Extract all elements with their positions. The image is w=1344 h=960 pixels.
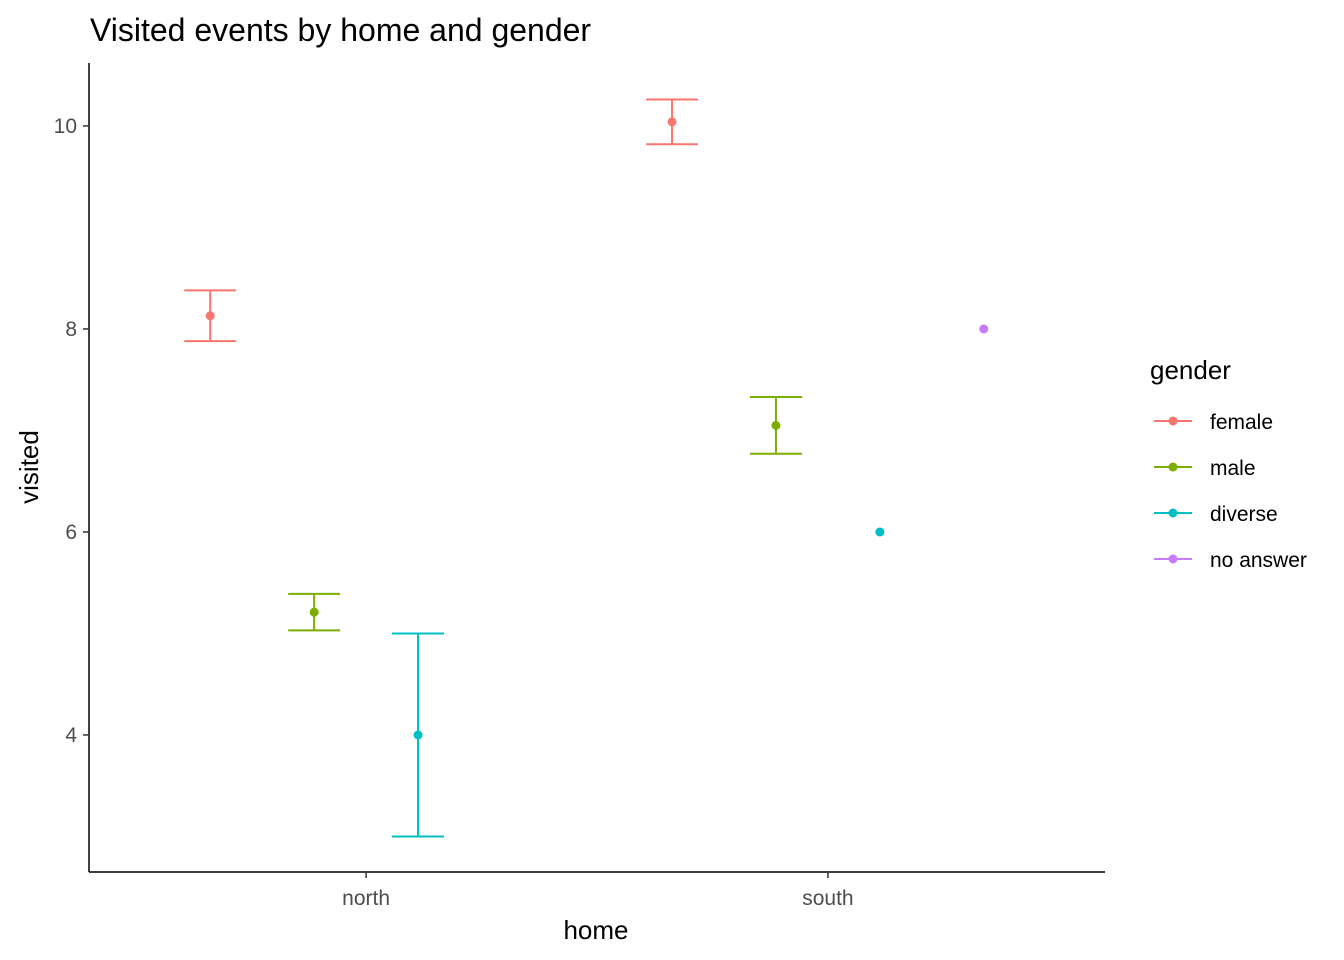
- data-point: [205, 311, 215, 321]
- y-tick-label: 10: [54, 115, 77, 138]
- x-axis-title: home: [563, 915, 628, 945]
- x-tick-label: north: [342, 887, 390, 910]
- legend: female male diverse no answer: [1154, 411, 1307, 572]
- y-axis-title: visited: [14, 430, 44, 504]
- plot-area: [184, 98, 989, 838]
- legend-label: diverse: [1210, 503, 1278, 526]
- data-point: [771, 420, 781, 430]
- y-tick-label: 4: [65, 724, 77, 747]
- data-point: [875, 527, 885, 537]
- legend-key-point: [1168, 508, 1178, 518]
- legend-key-point: [1168, 554, 1178, 564]
- data-point: [979, 324, 989, 334]
- y-tick-label: 6: [65, 521, 77, 544]
- data-point: [413, 730, 423, 740]
- data-point: [667, 117, 677, 127]
- data-point: [309, 607, 319, 617]
- legend-label: female: [1210, 411, 1273, 434]
- legend-key-point: [1168, 416, 1178, 426]
- legend-label: no answer: [1210, 549, 1307, 572]
- legend-key-point: [1168, 462, 1178, 472]
- chart-title: Visited events by home and gender: [90, 12, 591, 48]
- x-axis-ticks: north south: [342, 872, 854, 910]
- legend-label: male: [1210, 457, 1256, 480]
- x-tick-label: south: [802, 887, 853, 910]
- y-tick-label: 8: [65, 318, 77, 341]
- legend-title: gender: [1150, 355, 1231, 385]
- y-axis-ticks: 4 6 8 10: [54, 115, 89, 747]
